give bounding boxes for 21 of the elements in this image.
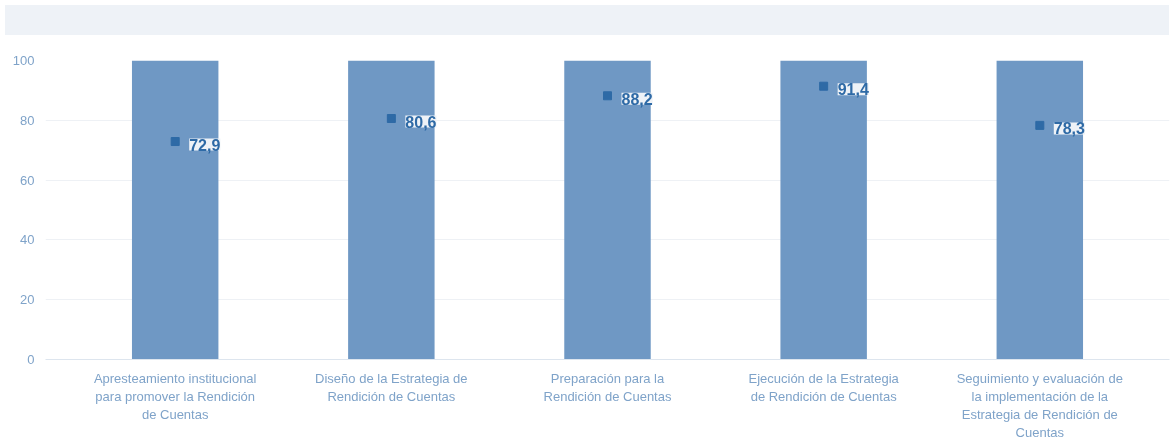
point xyxy=(386,114,396,124)
x-tick-label: Diseño de la Estrategia de Rendición de Cuentas xyxy=(315,370,468,404)
data-label: 72,9 xyxy=(189,136,221,154)
data-label: 91,4 xyxy=(837,81,869,99)
data-label: 78,3 xyxy=(1053,120,1086,138)
x-tick-label: Apresteamiento institucional para promover la Rendición de Cuentas xyxy=(93,370,257,422)
x-tick-label: Preparación para la Rendición de Cuentas xyxy=(543,370,672,404)
point xyxy=(819,81,829,91)
x-tick-label: Seguimiento y evaluación de la implementación de la Estrategia de Rendición de Cuentas xyxy=(956,370,1123,440)
y-tick-label: 40 xyxy=(20,232,35,248)
y-tick-label: 100 xyxy=(12,53,35,68)
point xyxy=(1035,120,1045,130)
y-tick-label: 20 xyxy=(20,292,35,308)
data-label: 88,2 xyxy=(621,90,653,108)
point xyxy=(170,137,180,147)
data-label: 80,6 xyxy=(405,113,437,131)
y-tick-label: 80 xyxy=(20,112,35,128)
x-tick-label: Ejecución de la Estrategia de Rendición de Cuentas xyxy=(748,370,900,404)
y-tick-label: 0 xyxy=(27,352,35,367)
y-tick-label: 60 xyxy=(20,172,35,188)
point xyxy=(603,91,612,101)
